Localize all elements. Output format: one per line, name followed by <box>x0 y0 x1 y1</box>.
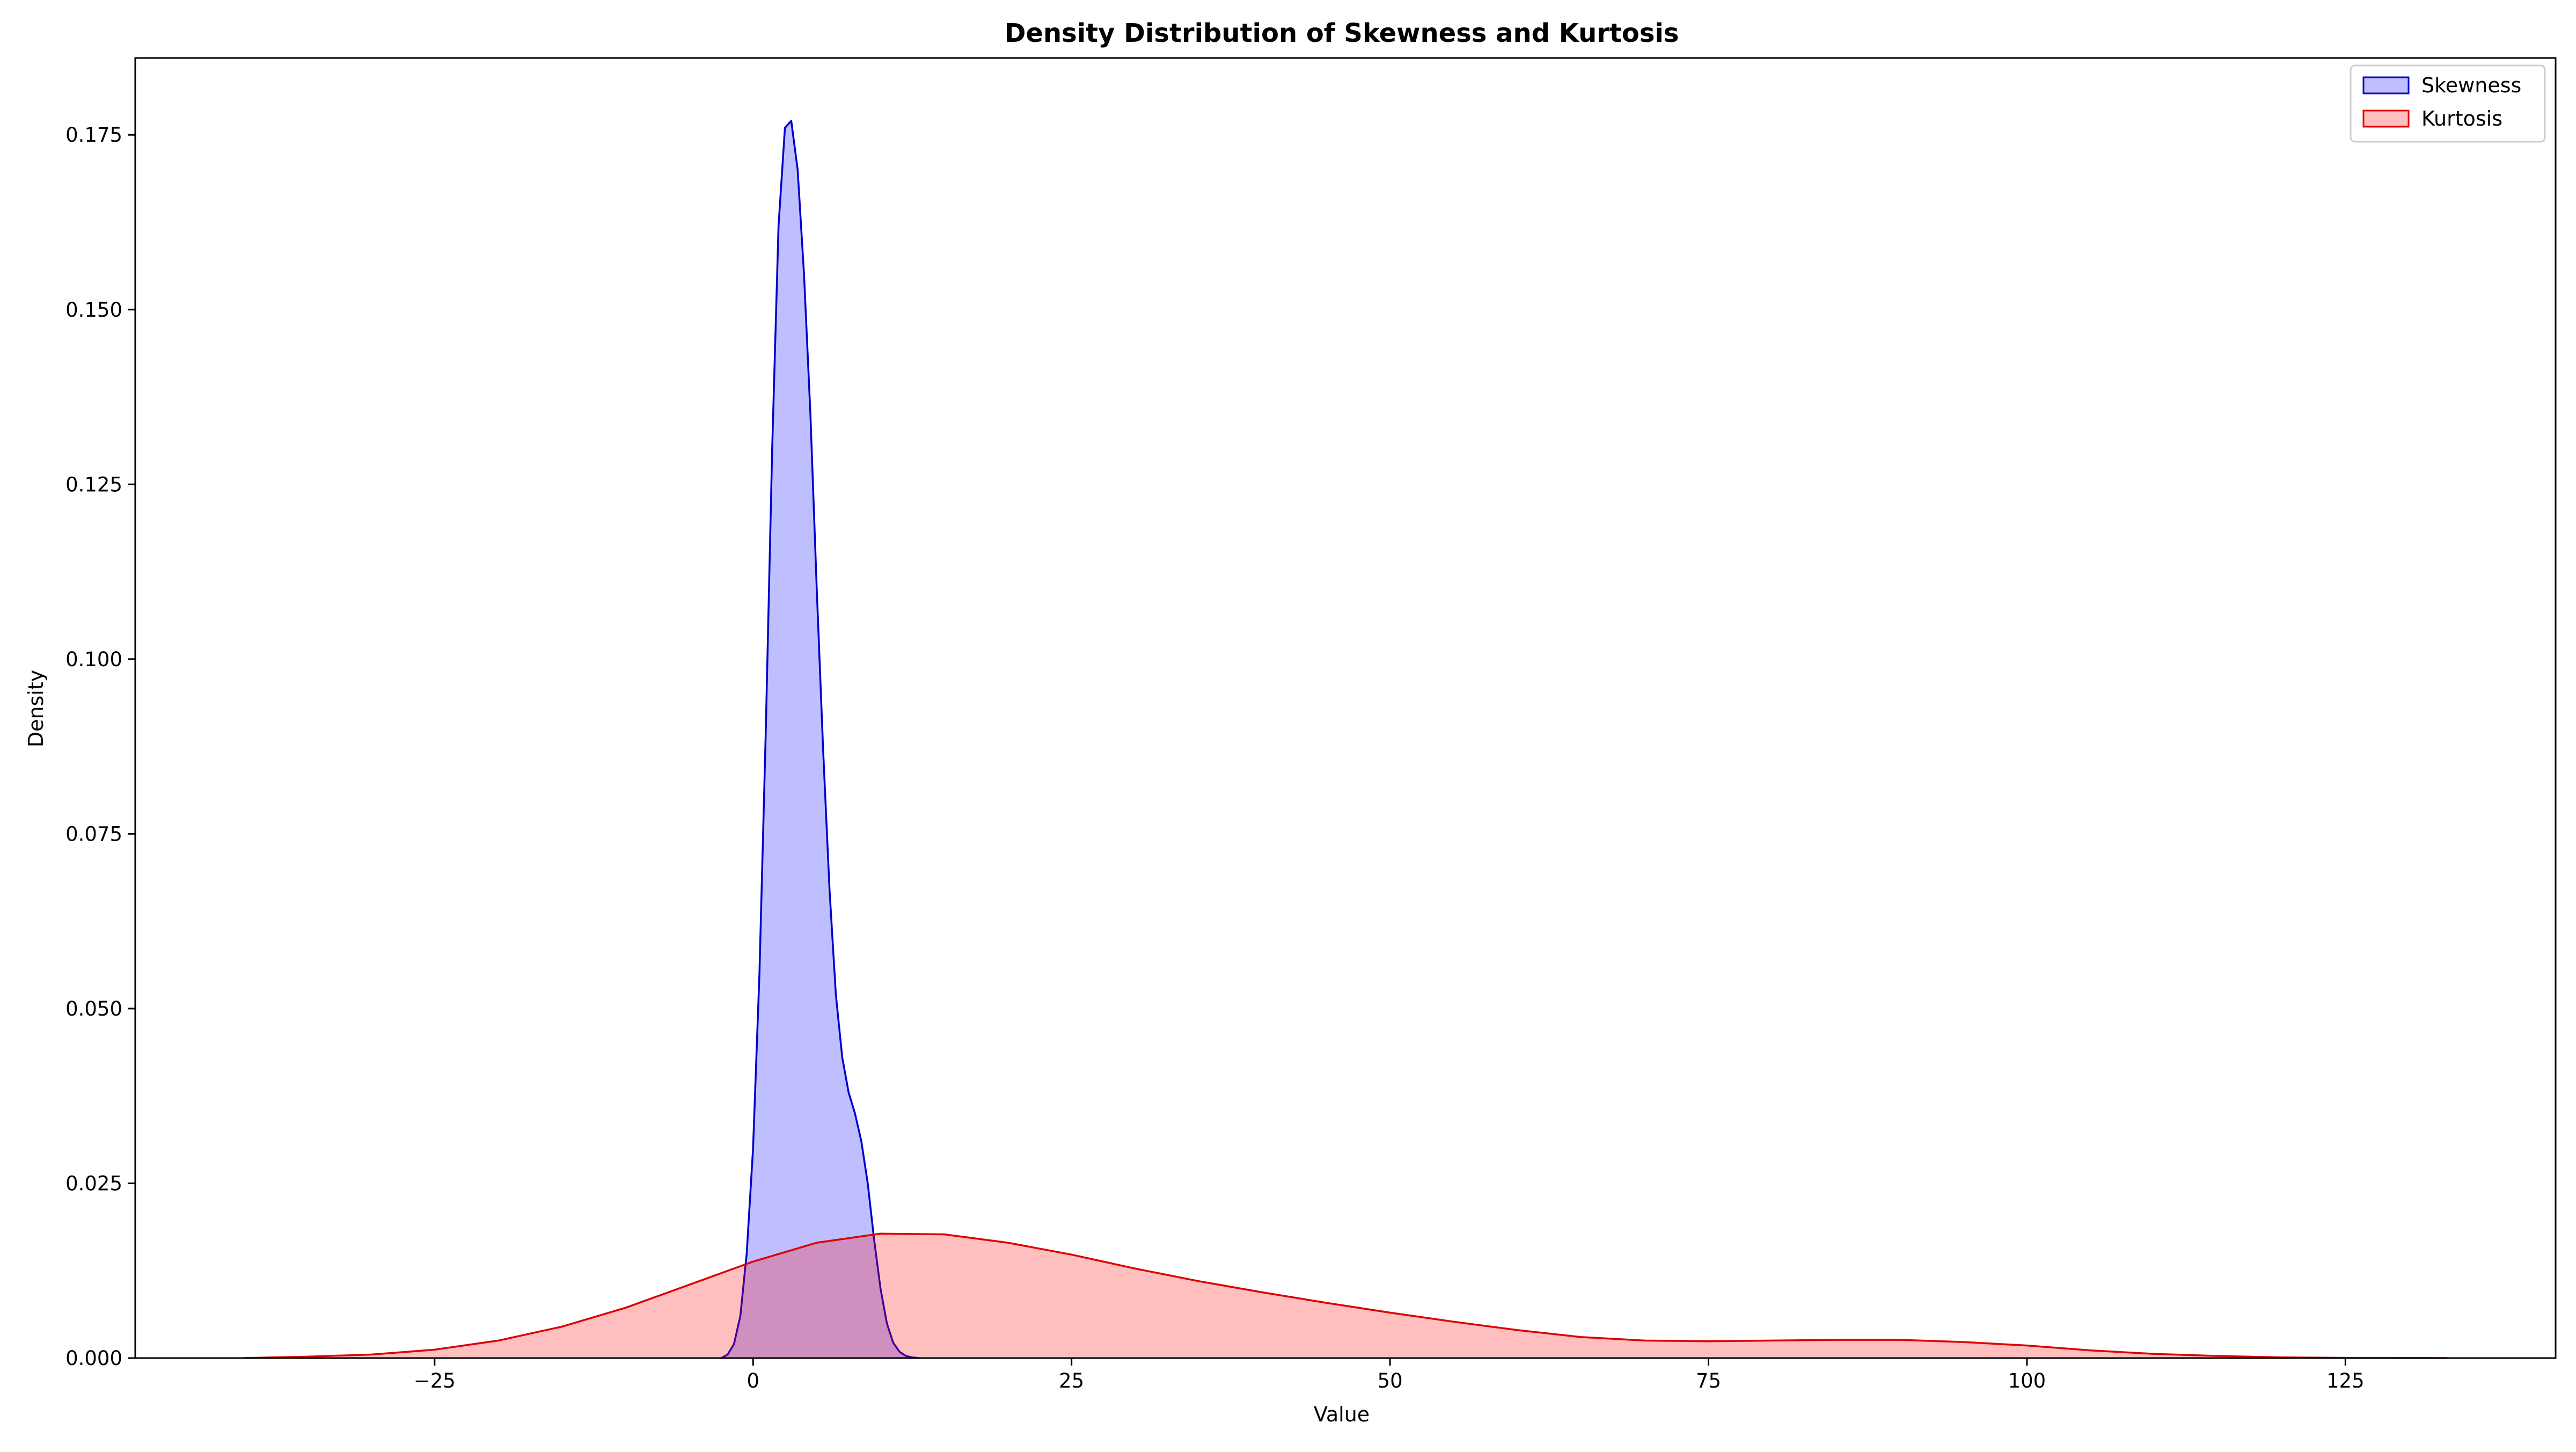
series-area-skewness <box>721 121 919 1359</box>
y-tick-label: 0.150 <box>65 298 122 322</box>
legend-swatch-kurtosis <box>2362 110 2410 128</box>
x-axis-label: Value <box>1314 1403 1370 1426</box>
y-tick-label: 0.000 <box>65 1347 122 1370</box>
legend: Skewness Kurtosis <box>2350 64 2546 143</box>
y-tick-label: 0.050 <box>65 997 122 1020</box>
x-tick-label: 0 <box>747 1369 759 1392</box>
x-tick-label: 25 <box>1059 1369 1084 1392</box>
series-area-kurtosis <box>243 1234 2448 1358</box>
y-tick-label: 0.125 <box>65 473 122 496</box>
series-line-kurtosis <box>243 1232 2448 1359</box>
plot-frame <box>134 57 2557 1359</box>
y-axis-ticks: 0.000 0.025 0.050 0.075 0.100 0.125 0.150 0.175 <box>65 123 135 1370</box>
chart-title: Density Distribution of Skewness and Kur… <box>1005 18 1679 48</box>
plot-area <box>243 120 2448 1359</box>
series-line-skewness <box>721 120 919 1359</box>
legend-label-kurtosis: Kurtosis <box>2421 107 2502 130</box>
legend-label-skewness: Skewness <box>2421 74 2521 97</box>
x-tick-label: 125 <box>2326 1369 2365 1392</box>
x-tick-label: −25 <box>414 1369 456 1392</box>
legend-swatch-skewness <box>2362 76 2410 94</box>
y-tick-label: 0.025 <box>65 1172 122 1195</box>
x-tick-label: 75 <box>1696 1369 1721 1392</box>
x-tick-label: 50 <box>1378 1369 1403 1392</box>
x-tick-label: 100 <box>2008 1369 2046 1392</box>
y-tick-label: 0.075 <box>65 822 122 845</box>
y-axis-label: Density <box>24 670 48 747</box>
legend-box <box>2350 64 2546 143</box>
y-tick-label: 0.175 <box>65 123 122 147</box>
x-axis-ticks: −25 0 25 50 75 100 125 <box>414 1358 2365 1392</box>
y-tick-label: 0.100 <box>65 648 122 671</box>
